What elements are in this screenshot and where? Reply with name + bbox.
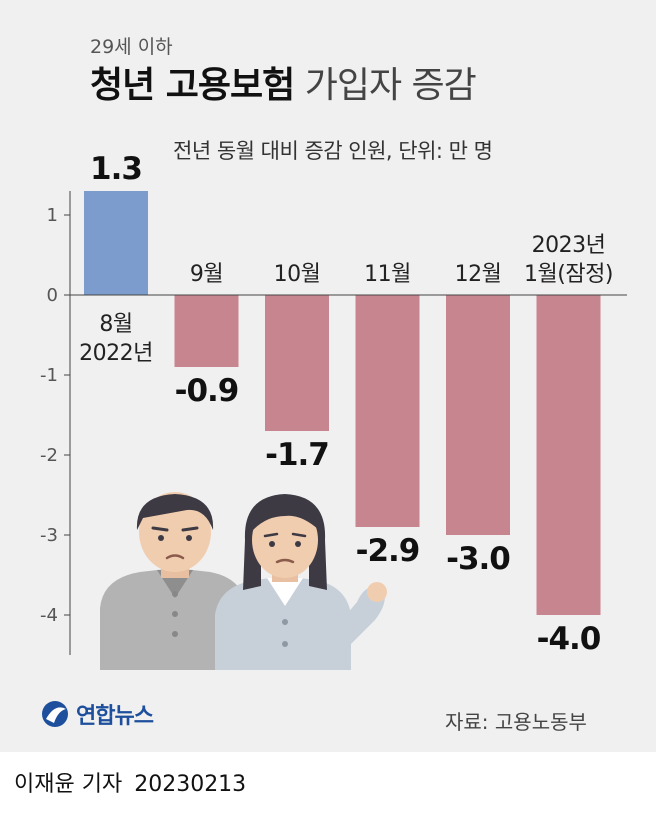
bar-chart: 1 0 -1 -2 -3 -4 1.3 8월 2022년 -0.9 9월 -1.7 10월 -2.9 11월… [40, 151, 627, 657]
title-light: 가입자 증감 [304, 65, 477, 106]
title-bold: 청년 고용보험 [90, 65, 295, 106]
reporter-name: 이재윤 기자 [14, 772, 123, 797]
data-label: -4.0 [537, 621, 601, 657]
source-note: 자료: 고용노동부 [445, 710, 587, 734]
category-label: 9월 [190, 262, 223, 287]
y-tick-label: -3 [40, 525, 58, 546]
y-tick-label: -4 [40, 605, 58, 626]
category-label: 12월 [455, 262, 502, 287]
yonhap-logo-text: 연합뉴스 [76, 704, 154, 729]
data-label: -3.0 [446, 541, 510, 577]
bar [84, 191, 148, 295]
category-label: 11월 [364, 262, 411, 287]
credit-line: 이재윤 기자 20230213 [14, 766, 246, 798]
y-tick-label: 1 [47, 205, 58, 226]
data-label: -2.9 [356, 533, 420, 569]
publish-date: 20230213 [134, 772, 247, 797]
bar [536, 295, 601, 615]
yonhap-logo-icon [42, 701, 68, 727]
people-illustration [100, 492, 387, 670]
data-label: -0.9 [175, 373, 239, 409]
bar [446, 295, 510, 535]
bar [174, 295, 239, 367]
y-tick-label: -2 [40, 445, 58, 466]
young-woman-illustration [215, 494, 387, 670]
category-label: 8월 [99, 312, 132, 337]
bar [265, 295, 329, 431]
category-label: 10월 [274, 262, 321, 287]
y-tick-label: -1 [40, 365, 58, 386]
bar [355, 295, 420, 527]
chart-title: 청년 고용보험 가입자 증감 [90, 56, 477, 108]
data-label: -1.7 [265, 437, 329, 473]
chart-subtitle: 전년 동월 대비 증감 인원, 단위: 만 명 [173, 139, 493, 163]
chart-pretitle: 29세 이하 [90, 36, 173, 58]
category-label: 2023년 [532, 233, 606, 258]
category-label: 1월(잠정) [524, 262, 613, 287]
young-man-illustration [100, 492, 247, 670]
y-tick-label: 0 [47, 285, 58, 306]
data-label: 1.3 [90, 151, 142, 187]
yonhap-logo: 연합뉴스 [40, 698, 154, 730]
category-label: 2022년 [79, 341, 153, 366]
